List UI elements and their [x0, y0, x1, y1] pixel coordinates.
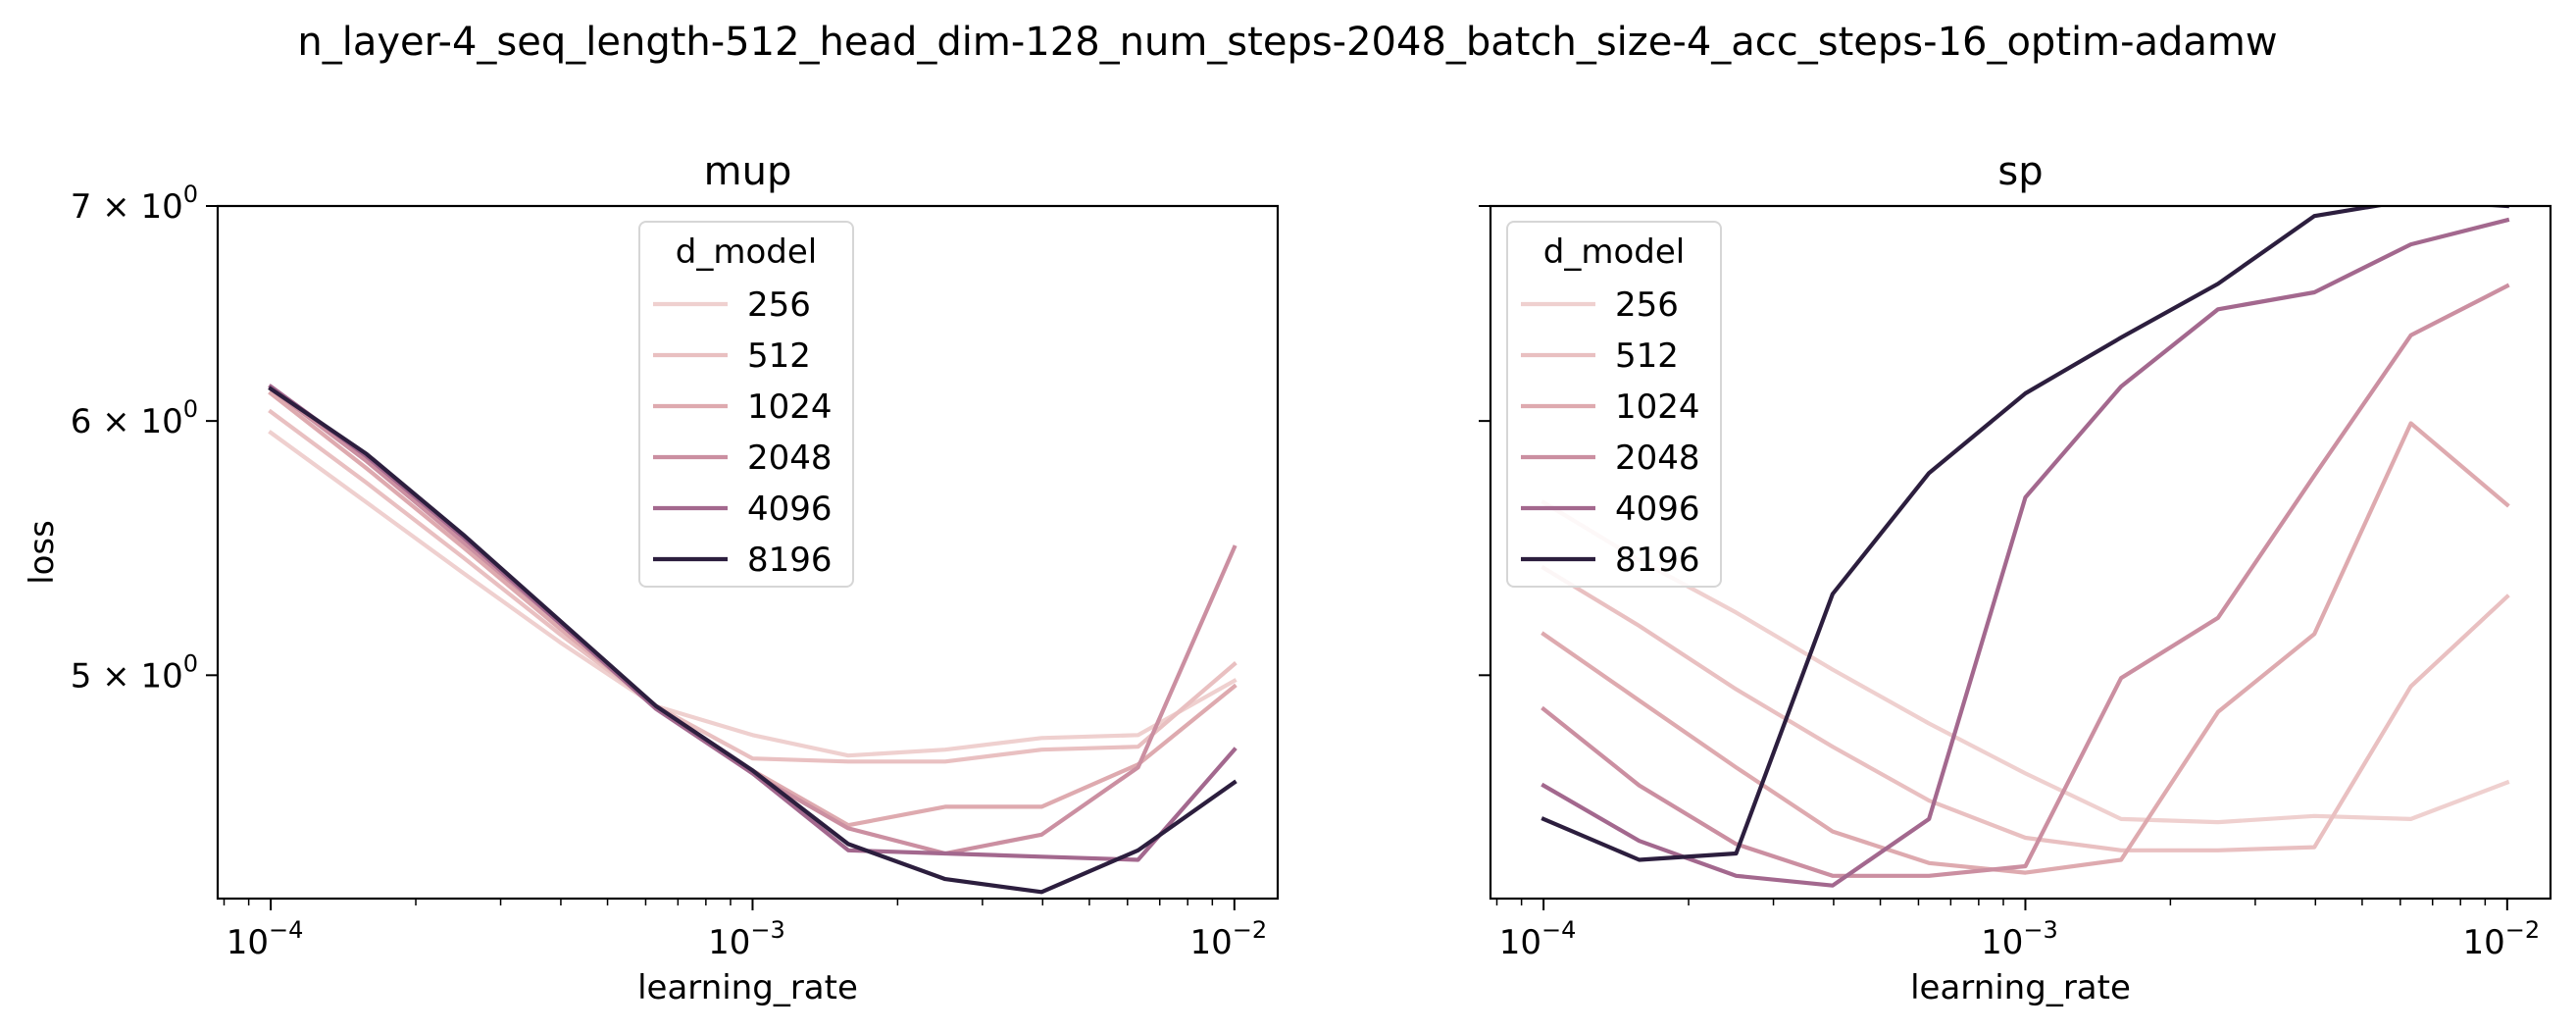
x-tick-label-exp: −3: [750, 916, 784, 944]
x-tick-label-base: 10: [2462, 923, 2504, 962]
y-tick-label: 5 × 100: [71, 649, 198, 696]
series-line-1024: [1541, 421, 2510, 875]
axes-frame: [1489, 204, 2552, 901]
legend-label-4096: 4096: [747, 490, 833, 529]
x-axis-label: learning_rate: [1910, 968, 2131, 1007]
series-line-8196: [1541, 206, 2509, 862]
legend-label-8196: 8196: [747, 541, 833, 580]
legend-box: [1506, 221, 1722, 588]
legend-label-1024: 1024: [1615, 387, 1700, 427]
legend-label-1024: 1024: [747, 387, 833, 427]
y-tick-label-base: 7 × 10: [71, 187, 183, 227]
legend: d_model 256 512 1024 2048 4096 8196: [1506, 221, 1722, 588]
series-line-2048: [1541, 283, 2510, 878]
legend-box: [638, 221, 854, 588]
subplot-title: mup: [704, 149, 792, 194]
legend-label-256: 256: [747, 285, 811, 325]
subplot-title: sp: [1997, 149, 2043, 194]
legend-label-512: 512: [747, 336, 811, 376]
x-tick-label: 10−3: [1981, 916, 2058, 962]
y-tick-label: 7 × 100: [71, 181, 198, 227]
legend-label-2048: 2048: [747, 439, 833, 478]
x-tick-label-exp: −4: [1541, 916, 1576, 944]
series-line-8196: [268, 386, 1237, 895]
legend: d_model 256 512 1024 2048 4096 8196: [638, 221, 854, 588]
series-line-512: [268, 408, 1237, 764]
legend-label-4096: 4096: [1615, 490, 1700, 529]
series-line-4096: [1541, 217, 2510, 888]
legend-label-256: 256: [1615, 285, 1679, 325]
series-line-256: [268, 430, 1237, 758]
x-tick-label-exp: −2: [2505, 916, 2540, 944]
x-tick-label-exp: −4: [269, 916, 303, 944]
x-tick-label-base: 10: [708, 923, 750, 962]
x-tick-label: 10−2: [2462, 916, 2540, 962]
x-tick-label-base: 10: [1981, 923, 2023, 962]
x-tick-label: 10−2: [1189, 916, 1267, 962]
legend-title: d_model: [1543, 232, 1685, 272]
legend-label-2048: 2048: [1615, 439, 1700, 478]
x-tick-label: 10−4: [227, 916, 304, 962]
figure-title: n_layer-4_seq_length-512_head_dim-128_nu…: [297, 20, 2277, 65]
y-tick-label-exp: 0: [183, 395, 198, 423]
x-tick-label-exp: −2: [1233, 916, 1267, 944]
x-tick-label-exp: −3: [2023, 916, 2057, 944]
legend-label-8196: 8196: [1615, 541, 1700, 580]
series-line-512: [1541, 565, 2510, 852]
series-line-256: [1541, 499, 2510, 825]
legend-title: d_model: [676, 232, 817, 272]
x-tick-label-base: 10: [227, 923, 269, 962]
y-tick-label-base: 5 × 10: [71, 656, 183, 696]
y-tick-label-exp: 0: [183, 649, 198, 677]
y-tick-label-exp: 0: [183, 181, 198, 208]
series-group: [1541, 206, 2510, 888]
y-tick-label: 6 × 100: [71, 395, 198, 441]
x-tick-label: 10−3: [708, 916, 785, 962]
subplot-sp: 10−4 10−3 10−2splearning_rated_model256512…: [1479, 149, 2552, 1007]
x-axis-label: learning_rate: [637, 968, 858, 1007]
x-tick-label: 10−4: [1499, 916, 1577, 962]
y-tick-label-base: 6 × 10: [71, 402, 183, 441]
x-tick-label-base: 10: [1189, 923, 1232, 962]
legend-label-512: 512: [1615, 336, 1679, 376]
axes-frame: [216, 204, 1280, 901]
series-group: [268, 384, 1237, 895]
x-tick-label-base: 10: [1499, 923, 1541, 962]
y-axis-label: loss: [23, 520, 62, 585]
